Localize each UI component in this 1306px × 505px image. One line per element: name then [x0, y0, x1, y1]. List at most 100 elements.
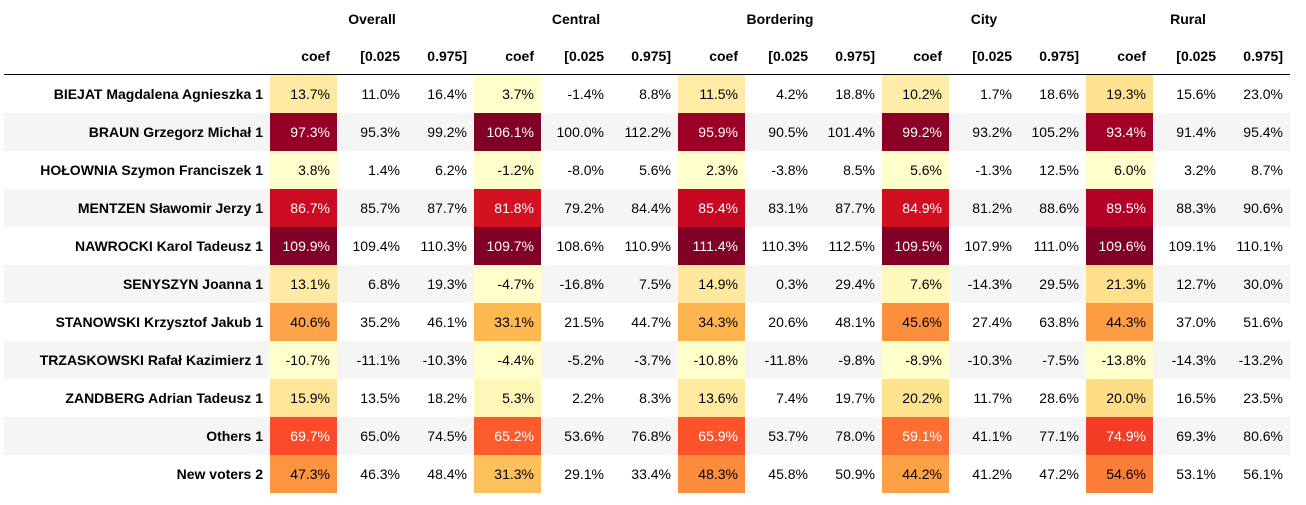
ci-lower-cell: 108.6%	[556, 237, 604, 254]
ci-lower-cell: -11.8%	[764, 351, 808, 368]
coef-cell: 54.6%	[1086, 454, 1153, 493]
ci-upper-cell: -10.3%	[422, 351, 467, 368]
ci-upper-cell: 87.7%	[835, 199, 875, 216]
ci-upper-cell: 78.0%	[835, 427, 875, 444]
group-header: Central	[551, 11, 601, 27]
ci-upper-cell: 77.1%	[1039, 427, 1079, 444]
coef-cell: -1.2%	[474, 150, 541, 189]
ci-upper-cell: 63.8%	[1039, 313, 1079, 330]
ci-lower-cell: 16.5%	[1176, 389, 1216, 406]
table-row: STANOWSKI Krzysztof Jakub 1 40.6% 35.2% 46.…	[4, 302, 1290, 341]
coef-cell: 85.4%	[678, 188, 745, 227]
ci-lower-cell: -16.8%	[559, 275, 604, 292]
ci-upper-cell: 50.9%	[835, 465, 875, 482]
ci-upper-cell: 19.7%	[835, 389, 875, 406]
ci-lower-cell: -3.8%	[771, 161, 808, 178]
ci-lower-cell: -14.3%	[967, 275, 1012, 292]
group-header: Rural	[1170, 11, 1206, 27]
ci-lower-cell: -1.3%	[975, 161, 1012, 178]
ci-upper-cell: 48.4%	[427, 465, 467, 482]
ci-upper-cell: 110.1%	[1236, 237, 1283, 254]
coef-cell: 93.4%	[1086, 112, 1153, 151]
ci-upper-cell: 110.9%	[624, 237, 671, 254]
coef-cell: 44.2%	[882, 454, 949, 493]
coef-cell: -4.7%	[474, 264, 541, 303]
ci-upper-cell: 29.5%	[1039, 275, 1079, 292]
group-header: Overall	[348, 11, 396, 27]
coef-cell: 109.7%	[474, 226, 541, 265]
coef-cell: 95.9%	[678, 112, 745, 151]
ci-upper-cell: 5.6%	[639, 161, 671, 178]
column-header: coef	[301, 48, 330, 64]
coef-cell: 109.6%	[1086, 226, 1153, 265]
coef-cell: 106.1%	[474, 112, 541, 151]
column-header: [0.025	[768, 48, 808, 64]
ci-upper-cell: 28.6%	[1039, 389, 1079, 406]
coef-cell: 7.6%	[882, 264, 949, 303]
coef-cell: -8.9%	[882, 340, 949, 379]
row-label: BIEJAT Magdalena Agnieszka 1	[53, 85, 263, 102]
column-header: 0.975]	[835, 48, 875, 64]
coef-cell: 11.5%	[678, 74, 745, 113]
ci-lower-cell: 27.4%	[972, 313, 1012, 330]
ci-upper-cell: 8.5%	[843, 161, 875, 178]
ci-upper-cell: 87.7%	[427, 199, 467, 216]
coef-cell: -13.8%	[1086, 340, 1153, 379]
ci-lower-cell: 83.1%	[768, 199, 808, 216]
ci-upper-cell: 47.2%	[1039, 465, 1079, 482]
ci-upper-cell: -9.8%	[838, 351, 875, 368]
ci-lower-cell: 93.2%	[972, 123, 1012, 140]
coef-cell: -10.7%	[270, 340, 337, 379]
table-row: NAWROCKI Karol Tadeusz 1 109.9% 109.4% 110.…	[4, 226, 1290, 265]
column-header: 0.975]	[1243, 48, 1283, 64]
column-header: coef	[505, 48, 534, 64]
ci-lower-cell: 0.3%	[776, 275, 808, 292]
ci-lower-cell: -10.3%	[967, 351, 1012, 368]
column-header: 0.975]	[631, 48, 671, 64]
ci-upper-cell: -3.7%	[634, 351, 671, 368]
ci-upper-cell: 105.2%	[1031, 123, 1079, 140]
coef-cell: 31.3%	[474, 454, 541, 493]
row-label: New voters 2	[176, 465, 263, 482]
column-header: [0.025	[564, 48, 604, 64]
coef-cell: -4.4%	[474, 340, 541, 379]
ci-upper-cell: 8.8%	[639, 85, 671, 102]
ci-upper-cell: 18.8%	[835, 85, 875, 102]
coef-cell: 19.3%	[1086, 74, 1153, 113]
table-row: TRZASKOWSKI Rafał Kazimierz 1 -10.7% -11.1…	[4, 340, 1290, 379]
coef-cell: 109.9%	[270, 226, 337, 265]
ci-lower-cell: 90.5%	[768, 123, 808, 140]
column-header: coef	[913, 48, 942, 64]
ci-upper-cell: 48.1%	[835, 313, 875, 330]
table-row: Others 1 69.7% 65.0% 74.5% 65.2% 53.6% 76.8% 65…	[4, 416, 1290, 455]
ci-lower-cell: -1.4%	[567, 85, 604, 102]
ci-lower-cell: 85.7%	[360, 199, 400, 216]
ci-lower-cell: 53.6%	[564, 427, 604, 444]
ci-lower-cell: 29.1%	[564, 465, 604, 482]
coef-cell: 13.7%	[270, 74, 337, 113]
coef-cell: 10.2%	[882, 74, 949, 113]
corner-cell	[4, 0, 270, 38]
ci-upper-cell: 80.6%	[1243, 427, 1283, 444]
ci-lower-cell: 91.4%	[1176, 123, 1216, 140]
column-header: 0.975]	[1039, 48, 1079, 64]
ci-lower-cell: 41.2%	[972, 465, 1012, 482]
ci-upper-cell: 88.6%	[1039, 199, 1079, 216]
ci-lower-cell: 13.5%	[360, 389, 400, 406]
group-header: City	[970, 11, 998, 27]
ci-lower-cell: 100.0%	[556, 123, 604, 140]
ci-upper-cell: 51.6%	[1243, 313, 1283, 330]
coef-cell: 13.1%	[270, 264, 337, 303]
ci-upper-cell: 112.2%	[624, 123, 671, 140]
ci-upper-cell: 110.3%	[420, 237, 467, 254]
coef-cell: 48.3%	[678, 454, 745, 493]
coef-cell: 59.1%	[882, 416, 949, 455]
coef-cell: 65.2%	[474, 416, 541, 455]
table-row: BRAUN Grzegorz Michał 1 97.3% 95.3% 99.2% 10…	[4, 112, 1290, 151]
coef-cell: 65.9%	[678, 416, 745, 455]
ci-lower-cell: 109.1%	[1168, 237, 1216, 254]
ci-lower-cell: 65.0%	[360, 427, 400, 444]
table-row: SENYSZYN Joanna 1 13.1% 6.8% 19.3% -4.7% -16.…	[4, 264, 1290, 303]
ci-upper-cell: 111.0%	[1033, 237, 1079, 254]
coef-cell: 6.0%	[1086, 150, 1153, 189]
